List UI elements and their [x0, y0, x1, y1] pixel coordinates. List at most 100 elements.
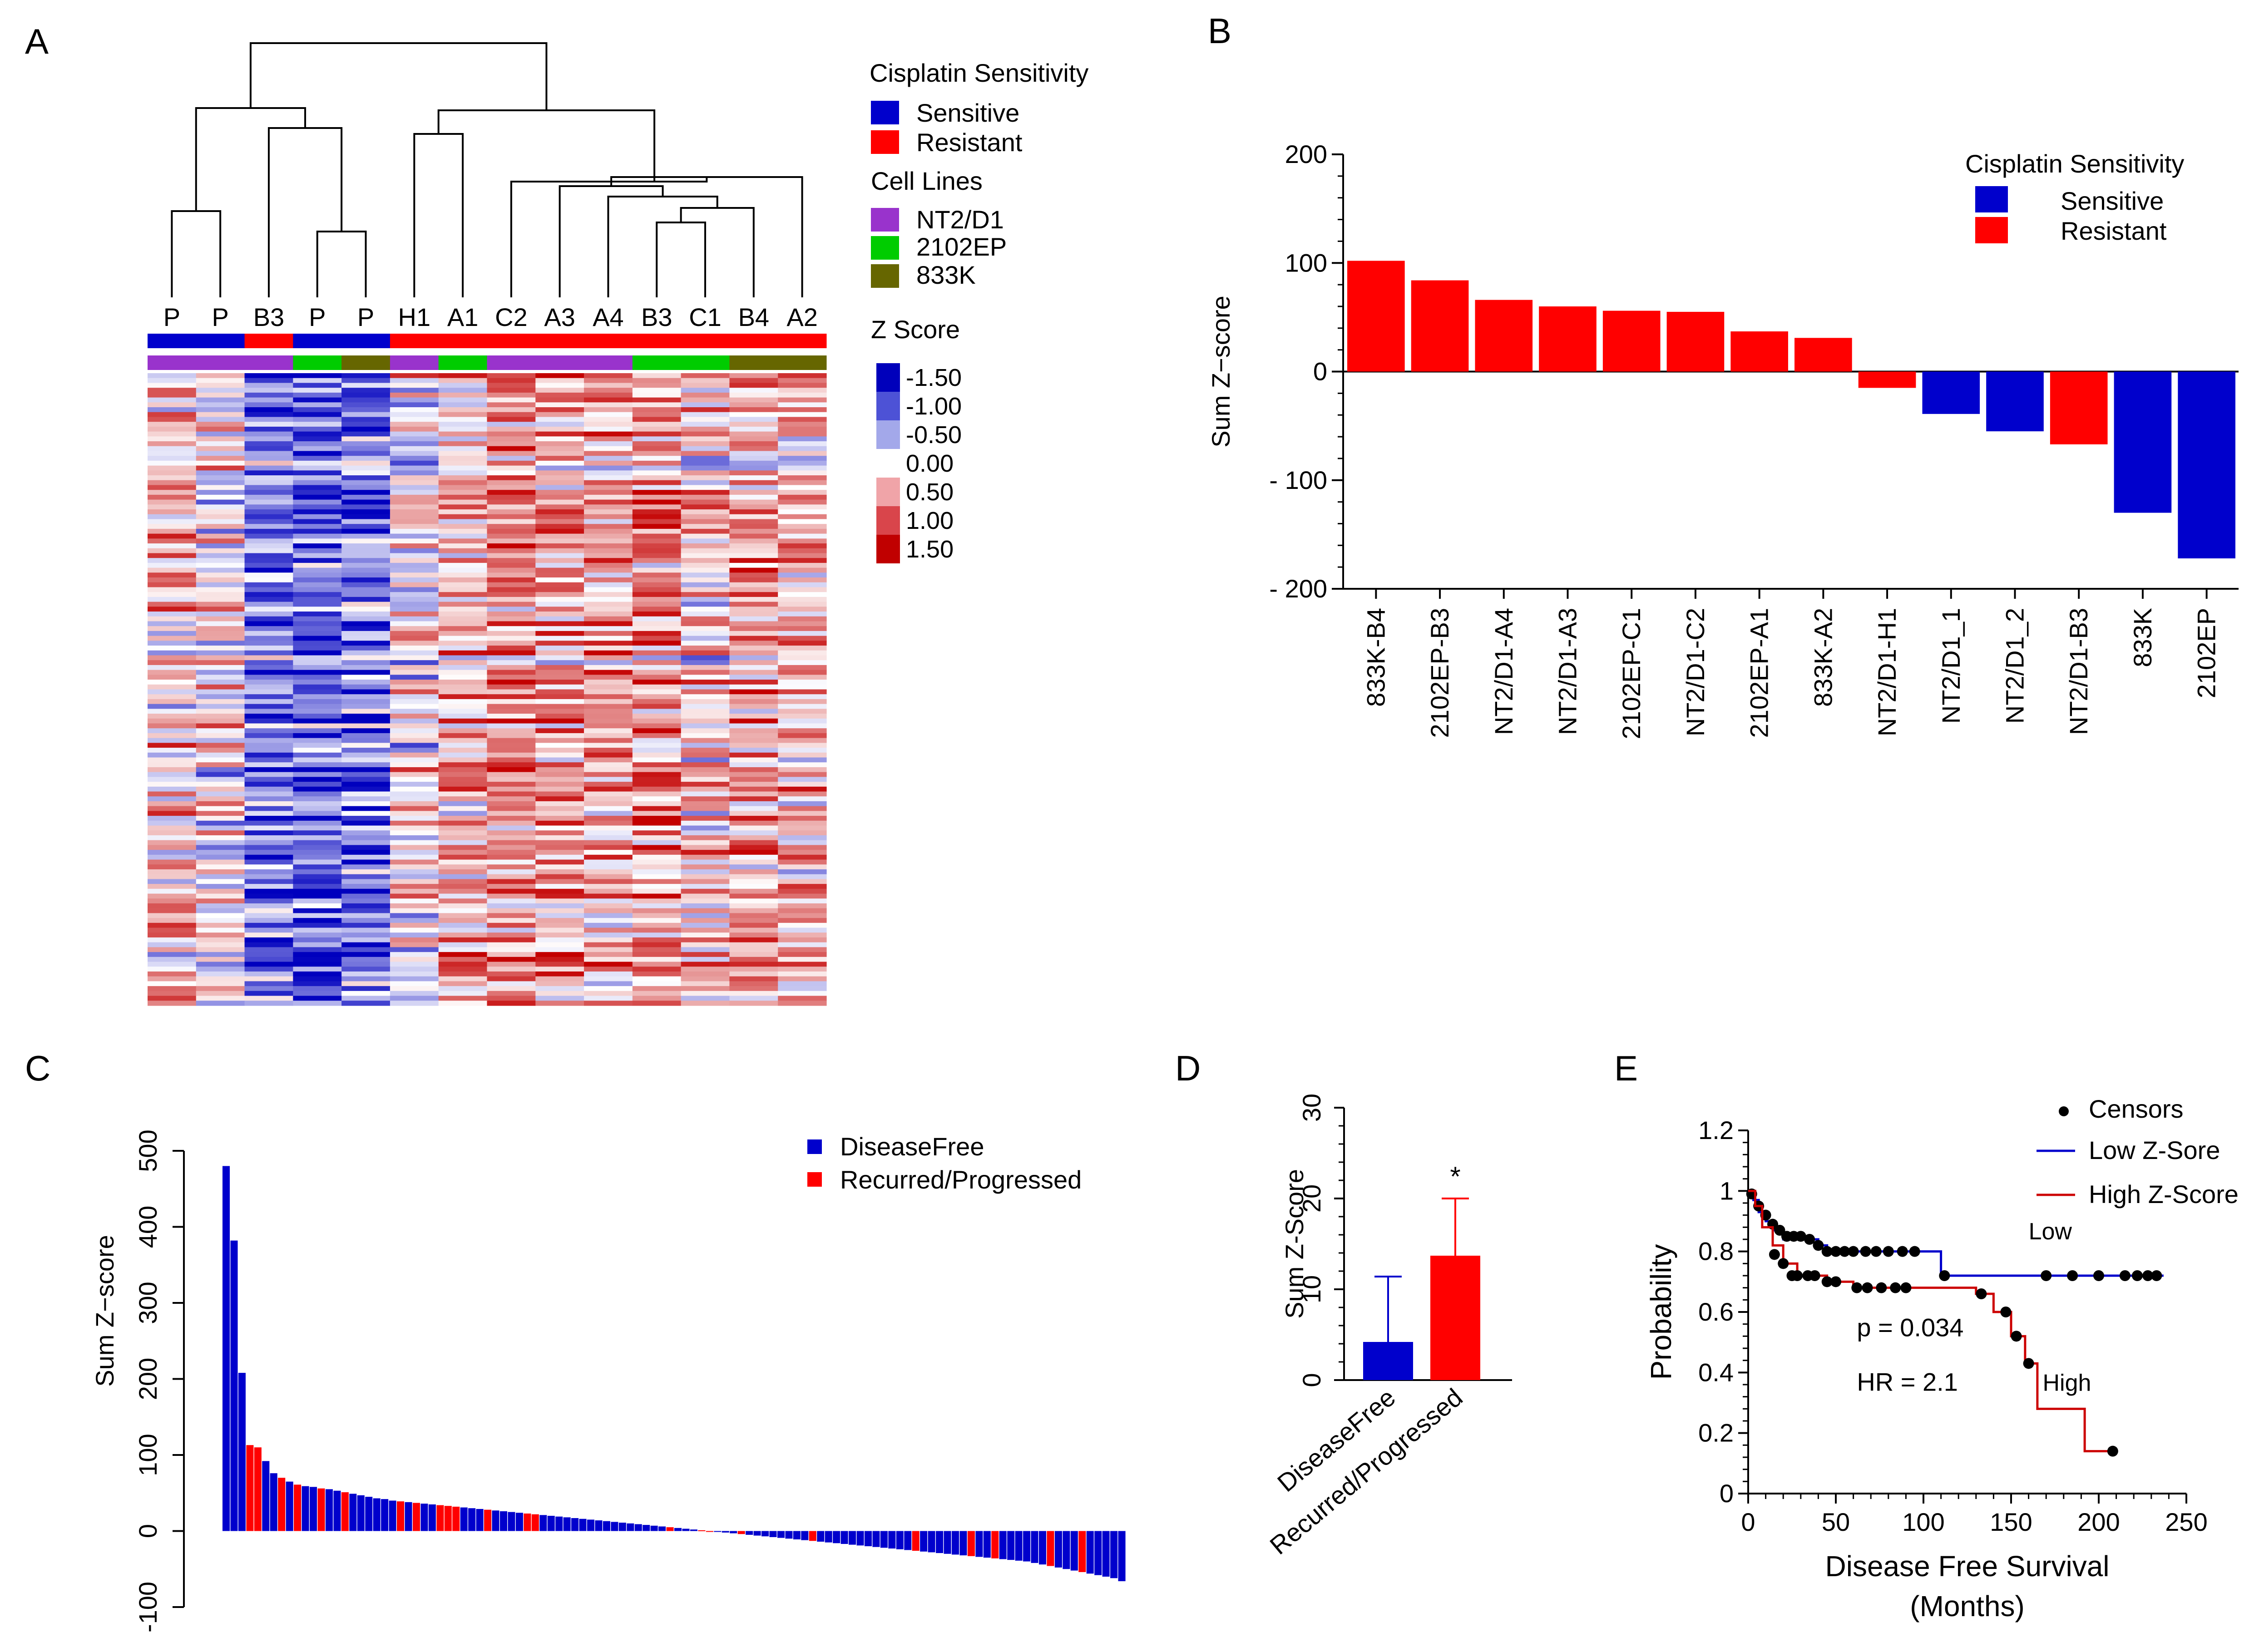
heatmap-cell	[341, 616, 391, 622]
heatmap-cell	[148, 782, 197, 787]
heatmap-cell	[438, 825, 488, 831]
heatmap-cell	[438, 786, 488, 792]
heatmap-cell	[535, 417, 584, 422]
heatmap-cell	[341, 699, 391, 705]
heatmap-cell	[584, 553, 633, 558]
heatmap-cell	[535, 879, 584, 884]
heatmap-cell	[535, 723, 584, 729]
heatmap-cell	[729, 957, 778, 962]
bar	[373, 1498, 381, 1531]
heatmap-cell	[148, 480, 197, 486]
bar	[904, 1531, 912, 1550]
heatmap-cell	[584, 718, 633, 724]
heatmap-cell	[535, 626, 584, 631]
heatmap-cell	[244, 991, 293, 996]
y-tick-label: 200	[133, 1358, 162, 1400]
heatmap-cell	[584, 670, 633, 675]
bar	[722, 1531, 729, 1533]
y-tick-label: 0	[1313, 357, 1327, 386]
heatmap-cell	[681, 456, 730, 461]
heatmap-cell	[778, 786, 827, 792]
heatmap-cell	[341, 621, 391, 626]
x-tick-label: NT2/D1-A4	[1489, 608, 1518, 735]
heatmap-cell	[632, 835, 682, 841]
heatmap-cell	[632, 509, 682, 515]
bar	[928, 1531, 935, 1553]
heatmap-cell	[584, 820, 633, 826]
heatmap-cell	[390, 932, 439, 938]
heatmap-cell	[148, 451, 197, 456]
heatmap-cell	[293, 752, 342, 758]
y-tick-label: 1	[1720, 1176, 1734, 1205]
heatmap-cell	[778, 373, 827, 379]
heatmap-cell	[535, 646, 584, 651]
dendrogram-branch	[510, 177, 708, 297]
cell-line-cell	[681, 355, 730, 370]
heatmap-cell	[535, 811, 584, 816]
censor-marker	[1821, 1246, 1833, 1257]
bar	[357, 1495, 365, 1531]
y-axis-label: Sum Z-Score	[1280, 1169, 1309, 1319]
heatmap-cell	[390, 714, 439, 719]
heatmap-cell	[341, 908, 391, 914]
heatmap-cell	[438, 626, 488, 631]
heatmap-cell	[148, 752, 197, 758]
heatmap-cell	[148, 528, 197, 534]
heatmap-cell	[341, 470, 391, 476]
heatmap-cell	[293, 538, 342, 544]
heatmap-cell	[196, 660, 245, 666]
heatmap-cell	[584, 806, 633, 811]
heatmap-cell	[148, 927, 197, 933]
heatmap-cell	[196, 626, 245, 631]
bar	[397, 1501, 405, 1531]
heatmap-cell	[293, 528, 342, 534]
heatmap-cell	[390, 597, 439, 602]
heatmap-cell	[681, 373, 730, 379]
heatmap-cell	[293, 767, 342, 773]
heatmap-cell	[778, 825, 827, 831]
heatmap-cell	[778, 699, 827, 705]
heatmap-cell	[729, 767, 778, 773]
heatmap-cell	[729, 422, 778, 427]
heatmap-cell	[778, 704, 827, 709]
heatmap-cell	[244, 587, 293, 592]
heatmap-cell	[487, 748, 536, 753]
heatmap-cell	[148, 431, 197, 437]
heatmap-cell	[584, 660, 633, 666]
heatmap-cell	[293, 441, 342, 447]
heatmap-cell	[148, 937, 197, 943]
heatmap-cell	[341, 436, 391, 442]
bar	[349, 1494, 357, 1531]
heatmap-cell	[244, 602, 293, 607]
heatmap-cell	[390, 621, 439, 626]
heatmap-cell	[196, 636, 245, 641]
bar	[603, 1521, 610, 1531]
heatmap-cell	[293, 913, 342, 918]
heatmap-cell	[729, 981, 778, 986]
heatmap-cell	[390, 908, 439, 914]
heatmap-cell	[632, 854, 682, 860]
heatmap-cell	[341, 587, 391, 592]
bar	[627, 1523, 634, 1531]
bar	[983, 1531, 991, 1558]
heatmap-cell	[487, 626, 536, 631]
heatmap-cell	[341, 942, 391, 948]
heatmap-cell	[293, 514, 342, 520]
heatmap-cell	[438, 533, 488, 539]
heatmap-cell	[729, 558, 778, 563]
heatmap-cell	[584, 709, 633, 714]
heatmap-cell	[778, 811, 827, 816]
dendrogram-branch	[437, 109, 656, 181]
heatmap-cell	[390, 431, 439, 437]
heatmap-cell	[729, 631, 778, 636]
heatmap-cell	[196, 675, 245, 680]
heatmap-cell	[244, 514, 293, 520]
heatmap-cell	[244, 646, 293, 651]
heatmap-cell	[438, 845, 488, 850]
heatmap-cell	[196, 791, 245, 797]
heatmap-cell	[341, 752, 391, 758]
heatmap-cell	[293, 607, 342, 612]
censor-marker	[2131, 1270, 2143, 1281]
heatmap-cell	[438, 616, 488, 622]
heatmap-cell	[438, 465, 488, 471]
